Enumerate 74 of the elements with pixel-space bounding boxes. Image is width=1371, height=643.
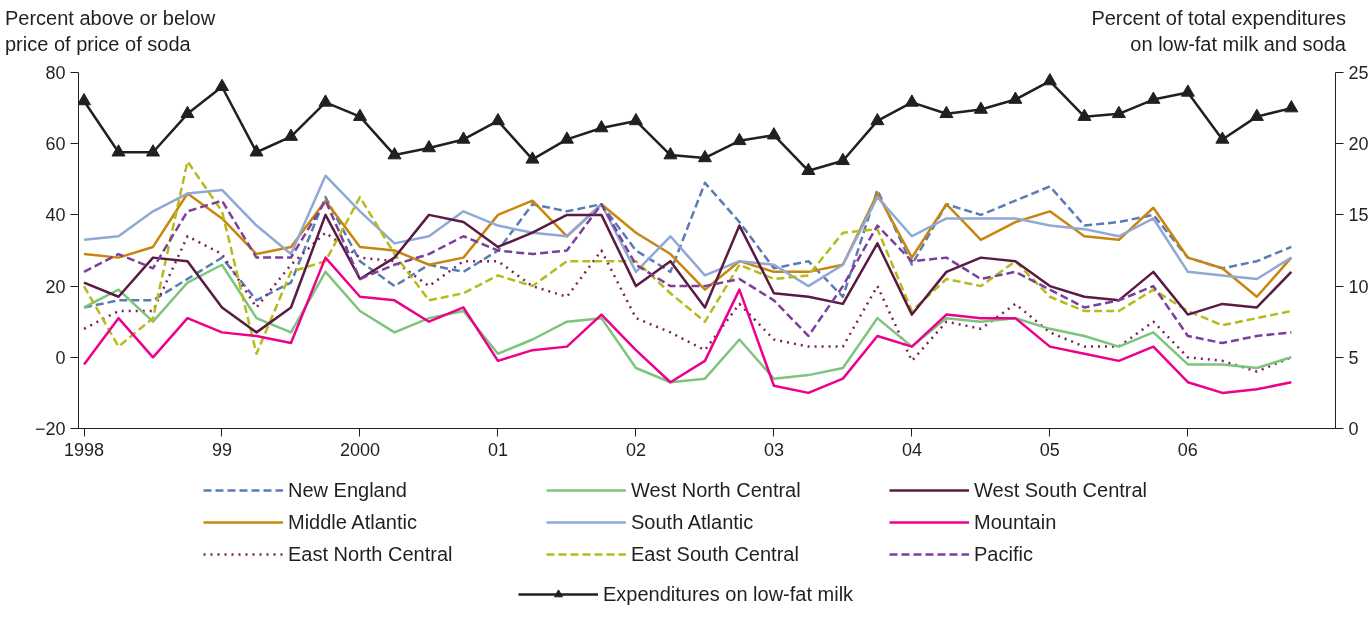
point	[318, 94, 333, 107]
point	[594, 120, 609, 133]
point	[732, 132, 747, 146]
y-tick-label: 80	[45, 63, 66, 83]
y2-tick-label: 20	[1348, 134, 1369, 155]
point	[559, 131, 574, 144]
line-series	[82, 174, 1293, 288]
point	[111, 144, 126, 157]
point	[801, 162, 816, 176]
x-tick-label: 99	[211, 439, 233, 460]
x-tick-label: 04	[901, 439, 922, 460]
point	[146, 144, 161, 157]
line-series	[82, 160, 1293, 355]
legend-label: Pacific	[974, 542, 1034, 566]
point	[697, 149, 712, 163]
point	[283, 128, 298, 141]
legend-label: New England	[288, 478, 408, 502]
x-tick-label: 1998	[64, 439, 105, 460]
point	[1111, 105, 1126, 119]
x-tick-label: 05	[1039, 439, 1060, 460]
y2-tick-label: 10	[1348, 276, 1369, 297]
point	[490, 112, 505, 126]
point	[180, 105, 195, 119]
point	[1249, 108, 1264, 121]
line-series	[82, 181, 1293, 309]
x-tick-label: 02	[625, 439, 646, 460]
point	[766, 127, 781, 140]
point	[1284, 100, 1299, 113]
line-series	[82, 213, 1293, 334]
point	[456, 131, 471, 144]
legend-label: Mountain	[974, 510, 1058, 534]
legend-label: East North Central	[288, 542, 454, 566]
y2-axis-title: Percent of total expenditures on low-fat milk and soda	[1091, 6, 1346, 57]
legend-label: South Atlantic	[631, 510, 755, 534]
point	[525, 151, 540, 164]
x-tick-label: 03	[763, 439, 784, 460]
point	[352, 108, 367, 121]
y-tick-label: 40	[45, 205, 66, 226]
point	[870, 112, 885, 126]
point	[973, 101, 988, 114]
legend-label: East South Central	[631, 542, 800, 566]
point	[1042, 73, 1057, 86]
point	[1215, 131, 1230, 144]
y-tick-label: 20	[45, 276, 66, 297]
x-tick-label: 06	[1177, 439, 1198, 460]
point	[939, 105, 954, 119]
point	[1146, 91, 1161, 104]
legend-label: West South Central	[974, 478, 1149, 502]
y-tick-label: −20	[34, 419, 66, 439]
point	[421, 139, 436, 153]
point	[904, 94, 919, 107]
point	[1077, 108, 1092, 121]
point	[78, 92, 92, 106]
point	[663, 147, 678, 160]
y2-tick-label: 15	[1348, 205, 1369, 226]
point	[215, 78, 229, 91]
x-tick-label: 01	[487, 439, 508, 460]
legend-label: West North Central	[631, 478, 802, 502]
point	[249, 144, 264, 157]
legend-label: Middle Atlantic	[288, 510, 418, 534]
point	[1180, 84, 1195, 97]
y2-tick-label: 0	[1348, 419, 1359, 439]
point	[387, 147, 402, 160]
y2-tick-label: 25	[1348, 63, 1369, 83]
y-tick-label: 60	[45, 134, 66, 155]
y-tick-label: 0	[55, 347, 66, 368]
y2-tick-label: 5	[1348, 347, 1359, 368]
x-tick-label: 2000	[339, 439, 381, 460]
point	[1008, 91, 1023, 104]
y-axis-title: Percent above or below price of price of soda	[5, 6, 216, 57]
line-series	[82, 199, 1293, 345]
legend-label: Expenditures on low-fat milk	[603, 582, 854, 606]
point	[835, 152, 850, 166]
point	[628, 112, 643, 126]
